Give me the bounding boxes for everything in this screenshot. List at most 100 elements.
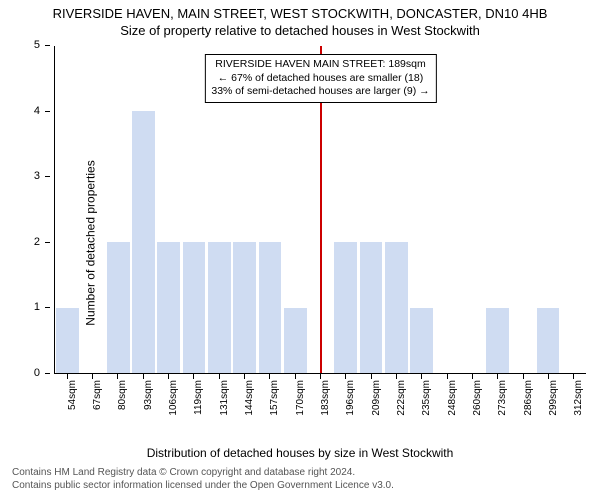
x-tick-slot: 312sqm <box>561 374 586 444</box>
bar <box>107 242 130 373</box>
x-tick-mark <box>168 374 169 379</box>
x-tick-slot: 119sqm <box>181 374 206 444</box>
x-tick-label: 80sqm <box>117 380 128 410</box>
x-axis-label: Distribution of detached houses by size … <box>0 446 600 460</box>
bar <box>486 308 509 373</box>
bar <box>132 111 155 373</box>
x-tick-label: 260sqm <box>472 380 483 416</box>
x-tick-slot: 54sqm <box>54 374 79 444</box>
bar-slot <box>460 46 485 373</box>
x-tick-label: 183sqm <box>320 380 331 416</box>
y-tick-label: 5 <box>34 39 40 51</box>
info-line-3: 33% of semi-detached houses are larger (… <box>211 85 429 99</box>
y-tick: 3 <box>44 176 50 177</box>
bar-slot <box>55 46 80 373</box>
x-tick-slot: 131sqm <box>206 374 231 444</box>
bar-slot <box>561 46 586 373</box>
x-tick-label: 131sqm <box>219 380 230 416</box>
y-tick-label: 2 <box>34 236 40 248</box>
x-tick-mark <box>92 374 93 379</box>
info-box: RIVERSIDE HAVEN MAIN STREET: 189sqm ← 67… <box>204 54 436 103</box>
x-tick-label: 170sqm <box>295 380 306 416</box>
x-tick-label: 299sqm <box>548 380 559 416</box>
x-tick-mark <box>269 374 270 379</box>
y-tick-label: 4 <box>34 105 40 117</box>
bar <box>410 308 433 373</box>
x-tick-mark <box>345 374 346 379</box>
bar <box>385 242 408 373</box>
y-tick: 4 <box>44 111 50 112</box>
info-line-2: ← 67% of detached houses are smaller (18… <box>211 72 429 86</box>
x-tick-mark <box>371 374 372 379</box>
footer: Contains HM Land Registry data © Crown c… <box>0 460 600 500</box>
x-tick-slot: 196sqm <box>333 374 358 444</box>
x-tick-label: 196sqm <box>345 380 356 416</box>
x-tick-slot: 299sqm <box>535 374 560 444</box>
x-tick-label: 286sqm <box>523 380 534 416</box>
x-tick-slot: 67sqm <box>79 374 104 444</box>
info-line-1: RIVERSIDE HAVEN MAIN STREET: 189sqm <box>211 58 429 72</box>
x-tick-label: 209sqm <box>371 380 382 416</box>
bar <box>157 242 180 373</box>
bar-slot <box>485 46 510 373</box>
x-tick-label: 235sqm <box>421 380 432 416</box>
x-tick-mark <box>548 374 549 379</box>
x-tick-slot: 260sqm <box>459 374 484 444</box>
bar <box>259 242 282 373</box>
bar-slot <box>535 46 560 373</box>
x-tick-mark <box>143 374 144 379</box>
bar <box>183 242 206 373</box>
x-tick-label: 273sqm <box>497 380 508 416</box>
x-tick-mark <box>117 374 118 379</box>
x-tick-label: 312sqm <box>573 380 584 416</box>
x-tick-slot: 209sqm <box>358 374 383 444</box>
x-tick-slot: 144sqm <box>231 374 256 444</box>
x-tick-label: 119sqm <box>193 380 204 415</box>
y-tick-label: 0 <box>34 367 40 379</box>
x-tick-slot: 273sqm <box>485 374 510 444</box>
x-tick-label: 157sqm <box>269 380 280 416</box>
x-tick-mark <box>244 374 245 379</box>
x-tick-slot: 170sqm <box>282 374 307 444</box>
bar <box>208 242 231 373</box>
x-tick-label: 93sqm <box>143 380 154 410</box>
bar-slot <box>80 46 105 373</box>
x-tick-mark <box>320 374 321 379</box>
bar <box>334 242 357 373</box>
x-tick-label: 106sqm <box>168 380 179 416</box>
x-ticks: 54sqm 67sqm 80sqm 93sqm 106sqm 119sqm 131sqm14… <box>54 374 586 444</box>
x-tick-mark <box>497 374 498 379</box>
bar-slot <box>131 46 156 373</box>
x-tick-label: 222sqm <box>396 380 407 416</box>
y-tick-label: 3 <box>34 170 40 182</box>
x-tick-mark <box>523 374 524 379</box>
x-tick-mark <box>396 374 397 379</box>
bar-slot <box>434 46 459 373</box>
bar <box>284 308 307 373</box>
footer-line-1: Contains HM Land Registry data © Crown c… <box>12 466 588 479</box>
x-tick-label: 54sqm <box>67 380 78 410</box>
chart-container: RIVERSIDE HAVEN, MAIN STREET, WEST STOCK… <box>0 0 600 500</box>
x-tick-slot: 222sqm <box>383 374 408 444</box>
y-ticks: 012345 <box>44 46 50 374</box>
x-tick-slot: 80sqm <box>105 374 130 444</box>
x-tick-mark <box>472 374 473 379</box>
x-tick-label: 67sqm <box>92 380 103 410</box>
x-tick-mark <box>421 374 422 379</box>
y-tick: 2 <box>44 242 50 243</box>
x-tick-mark <box>295 374 296 379</box>
x-tick-label: 248sqm <box>447 380 458 416</box>
bar <box>537 308 560 373</box>
x-tick-slot: 93sqm <box>130 374 155 444</box>
y-tick: 1 <box>44 307 50 308</box>
x-tick-mark <box>193 374 194 379</box>
y-tick-label: 1 <box>34 301 40 313</box>
plot-region: RIVERSIDE HAVEN MAIN STREET: 189sqm ← 67… <box>54 46 586 374</box>
x-tick-slot: 286sqm <box>510 374 535 444</box>
chart-title-sub: Size of property relative to detached ho… <box>0 23 600 38</box>
chart-area: Number of detached properties RIVERSIDE … <box>50 42 590 444</box>
x-tick-mark <box>67 374 68 379</box>
x-tick-slot: 106sqm <box>155 374 180 444</box>
footer-line-2: Contains public sector information licen… <box>12 479 588 492</box>
bar-slot <box>510 46 535 373</box>
